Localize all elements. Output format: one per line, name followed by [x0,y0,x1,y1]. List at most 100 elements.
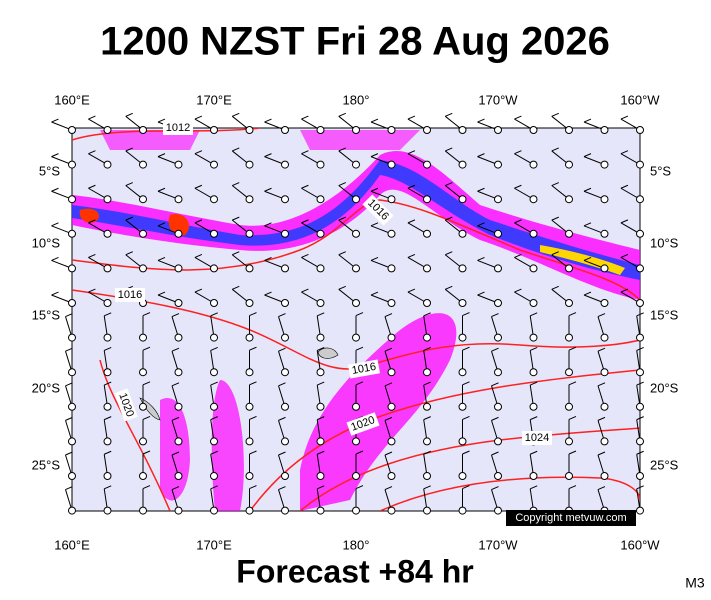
station [387,437,396,446]
barb-feather [142,415,151,420]
station [210,506,218,515]
station [423,195,431,204]
barb-feather [142,485,151,490]
barb-feather [384,313,393,318]
station [352,264,360,273]
barb-feather [407,115,416,120]
station [423,299,431,307]
station [316,299,325,307]
barb-feather [142,450,151,455]
station [281,437,289,446]
station [458,333,467,342]
station [316,506,325,515]
station [103,437,112,446]
barb-feather [194,253,203,258]
station [458,368,467,377]
barb-feather [445,147,453,152]
station [174,195,183,204]
barb-feather [249,450,257,455]
barb-feather [194,288,203,293]
barb-feather [370,222,379,227]
station [139,195,147,204]
barb-feather [370,291,379,296]
barb-feather [317,346,325,351]
barb-feather [620,150,629,155]
lon-label-bottom: 160°W [620,537,660,552]
isobar-label: 1016 [348,359,380,379]
barb-feather [125,216,133,221]
station [316,126,325,134]
barb-feather [568,346,577,351]
isobar-label: 1016 [115,288,145,302]
station [565,229,573,238]
barb-feather [210,450,218,455]
island [317,347,339,359]
barb-feather [491,451,499,456]
station [529,299,538,307]
station [494,299,502,307]
barb-feather [264,291,272,296]
station [565,126,573,134]
isobar-label: 1024 [522,431,552,445]
barb-feather [104,416,112,421]
barb-feather [514,253,522,258]
station [636,264,644,273]
isobar-label-box [114,388,138,422]
barb-feather [514,115,522,120]
barb-feather [462,415,470,420]
barb-feather [194,184,203,189]
barb-feather [264,187,272,192]
lat-label-right: 20°S [650,380,679,395]
station [494,368,502,377]
barb-feather [355,381,364,386]
barb-feather [407,288,416,293]
station [103,299,112,307]
station [245,437,254,446]
barb-feather [384,416,393,421]
barb-feather [88,184,96,189]
lon-label-bottom: 180° [343,537,370,552]
station [68,333,76,342]
station [245,229,254,238]
barb-feather [232,216,240,221]
barb-feather [530,485,538,490]
station [103,368,112,377]
forecast-label: Forecast +84 hr [236,553,473,589]
copyright-box [506,510,636,526]
barb-feather [445,285,453,290]
barb-feather [568,381,577,386]
barb-feather [338,112,346,117]
station [458,472,467,480]
barb-feather [423,416,431,421]
barb-feather [125,147,133,152]
station [281,229,289,238]
station [423,472,431,480]
station [103,333,112,342]
station [423,264,431,273]
barb-feather [51,222,59,227]
station [174,299,183,307]
station [103,402,112,411]
barb-feather [636,346,644,351]
barb-feather [157,118,166,123]
station [458,299,467,307]
barb-feather [370,118,379,123]
barb-feather [338,251,346,256]
barb-feather [264,256,272,261]
station [352,195,360,204]
isobar-label-box [115,288,145,302]
barb-feather [514,288,522,293]
station [210,472,218,480]
barb-feather [445,251,453,256]
barb-feather [445,182,453,186]
barb-feather [597,382,606,387]
barb-feather [597,347,606,352]
wind-barbs [51,112,644,515]
station [281,195,289,204]
station [529,126,538,134]
barb-feather [210,312,218,317]
station [387,368,396,377]
barb-feather [171,347,180,352]
station [423,229,431,238]
